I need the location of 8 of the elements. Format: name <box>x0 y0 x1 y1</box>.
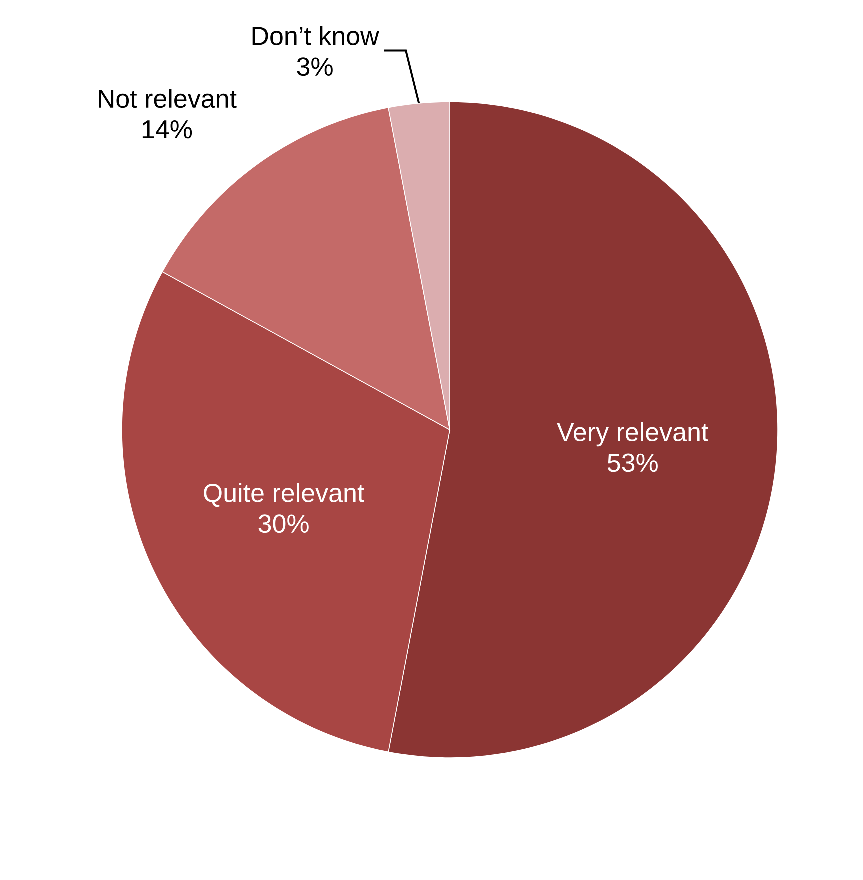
data-label: 30% <box>258 514 309 534</box>
slice-label: Don’t know <box>252 26 380 46</box>
slice-label: Quite relevant <box>204 483 364 508</box>
data-label: 3% <box>297 58 333 76</box>
data-label: 53% <box>608 454 658 472</box>
slice-label: Very relevant <box>557 422 709 447</box>
data-label: 14% <box>142 120 192 139</box>
slice-label: Not relevant <box>99 89 237 108</box>
